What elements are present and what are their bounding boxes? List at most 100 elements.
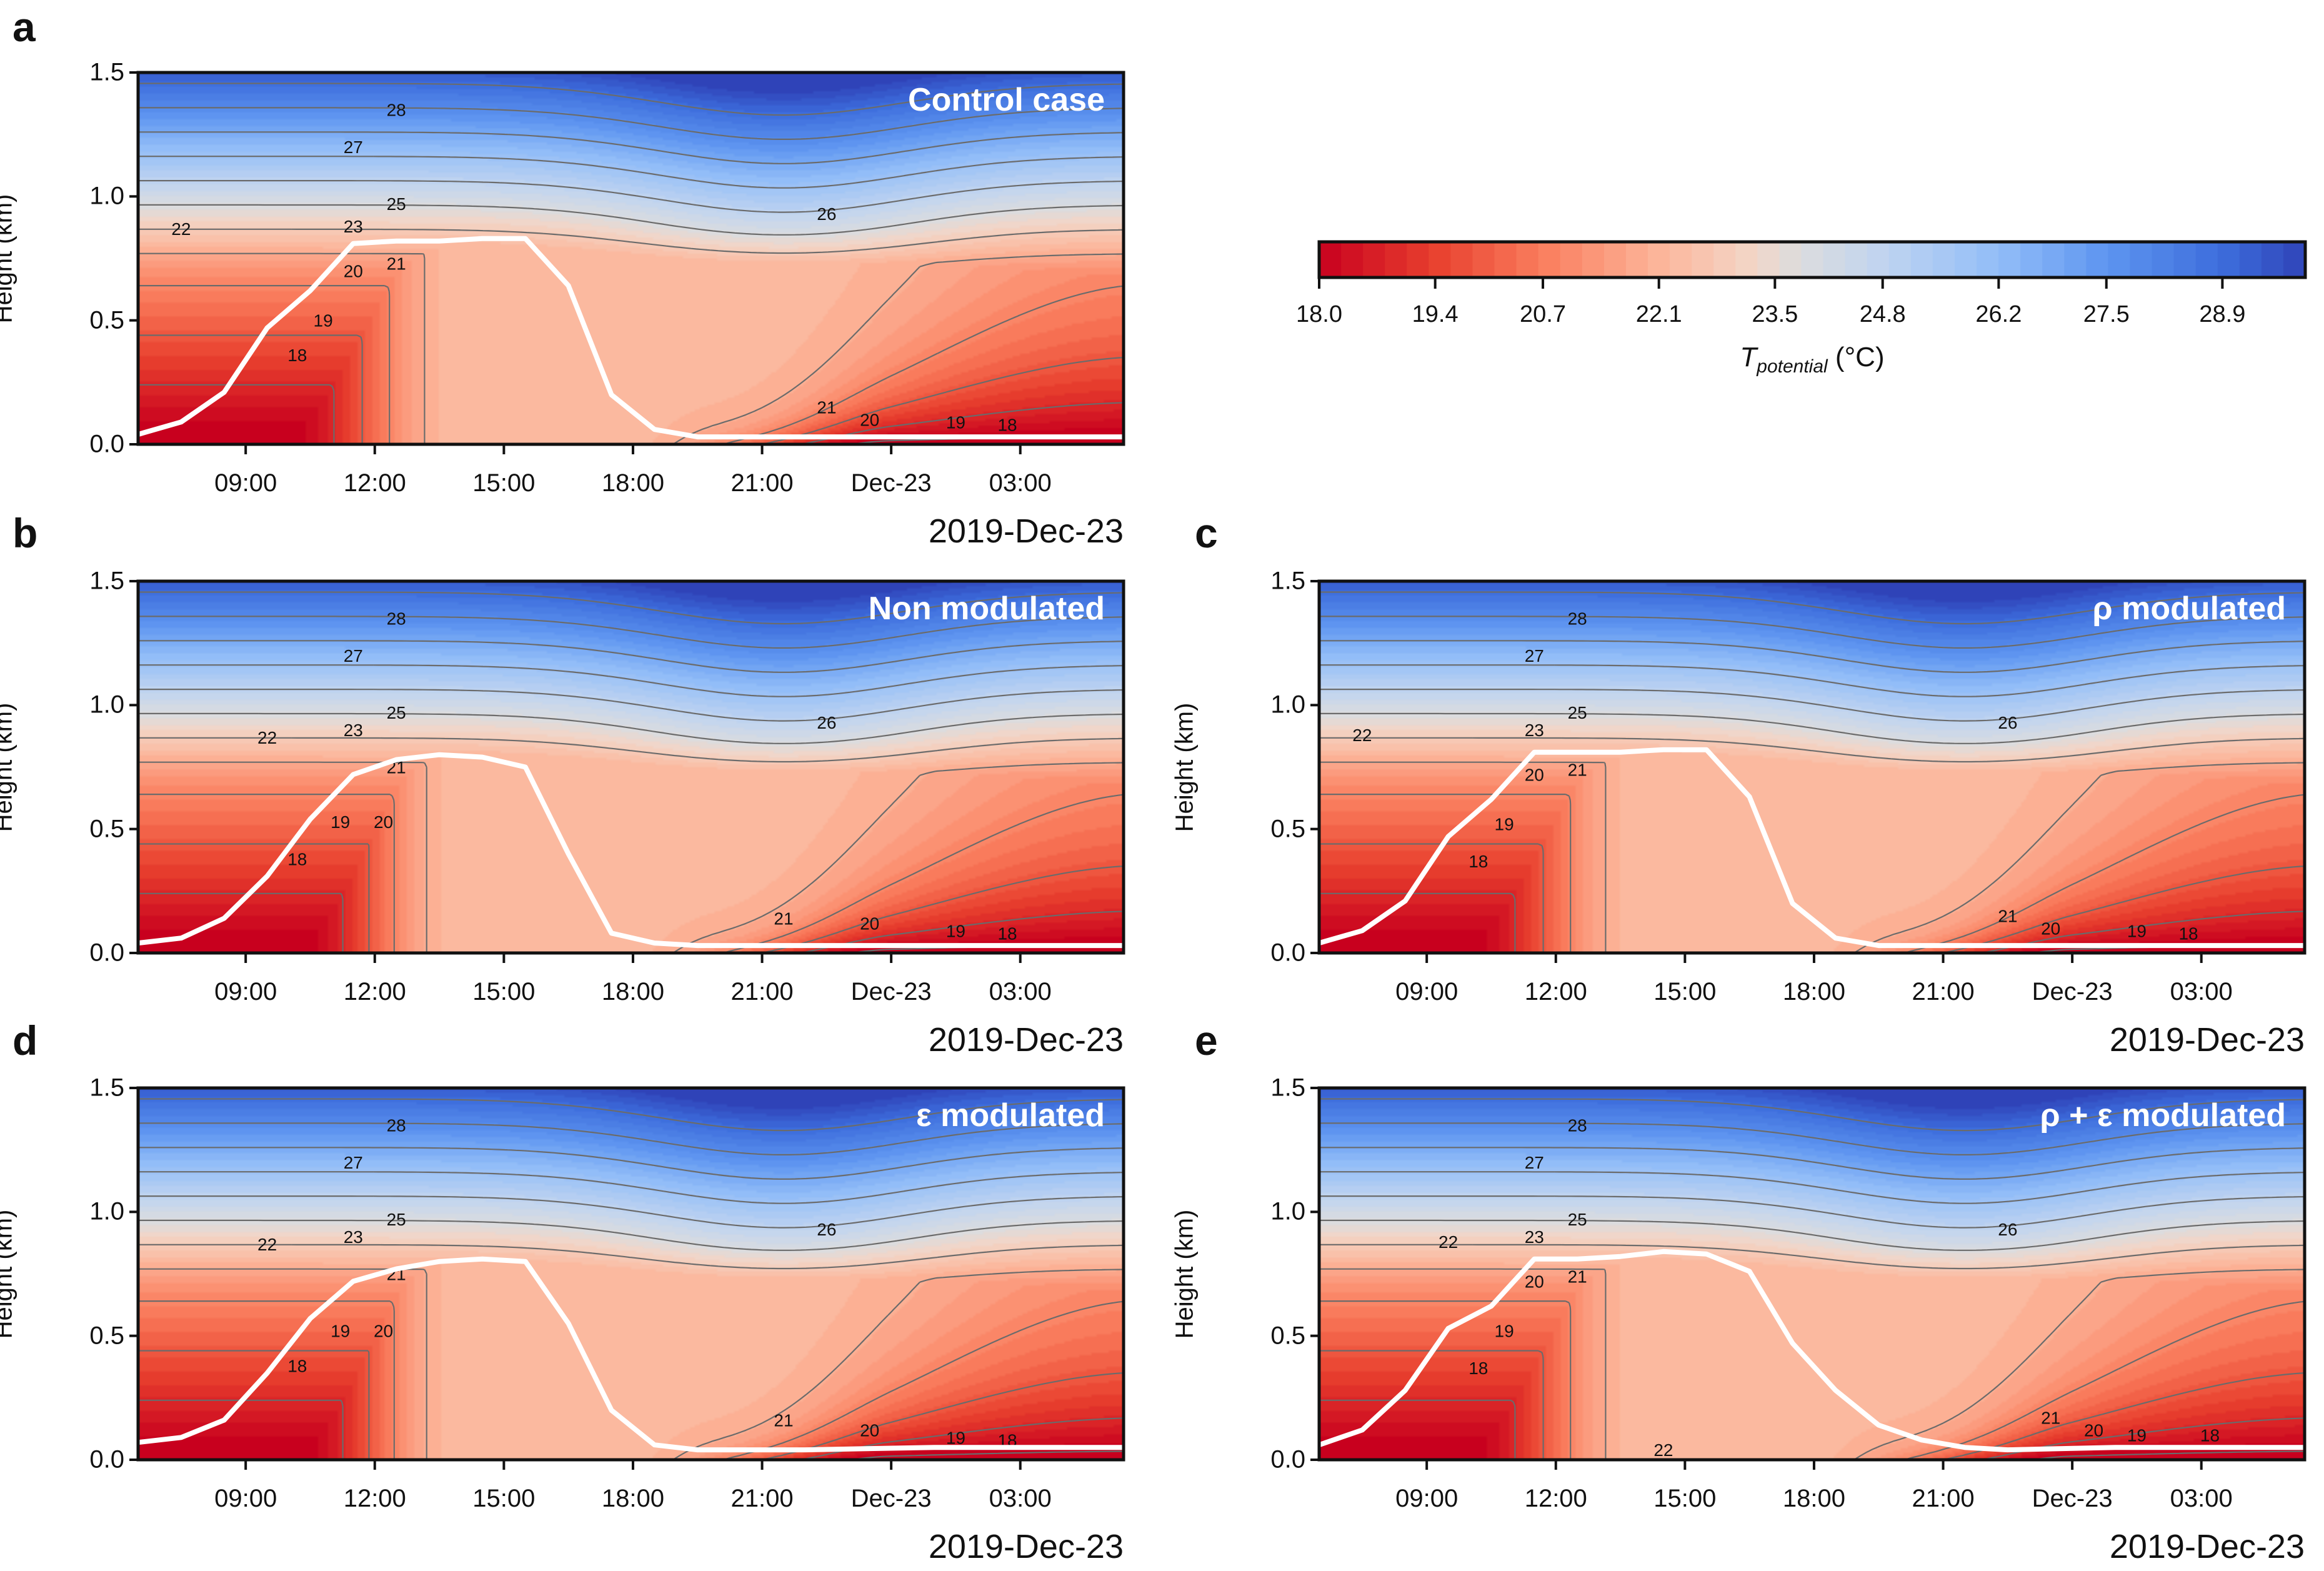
contour-label: 18 [1469,1359,1488,1378]
contour-25 [138,180,1124,213]
colorbar-step [1692,242,1714,277]
contour-label: 19 [2127,921,2147,940]
contour-label: 28 [1568,1116,1587,1135]
y-tick-label: 1.0 [89,182,124,210]
colorbar-svg [1317,240,2307,289]
contour-label: 25 [1568,703,1587,722]
x-tick-label: 18:00 [601,469,664,497]
colorbar-step [2173,242,2197,277]
x-tick-label: 09:00 [214,978,277,1005]
date-label: 2019-Dec-23 [928,1021,1124,1059]
y-axis-label: Height (km) [0,194,17,323]
boundary-layer-height-line [137,1256,1124,1453]
colorbar-step [1341,242,1364,277]
colorbar-label-unit: (°C) [1827,342,1885,372]
boundary-layer-height-line [137,236,1124,440]
colorbar-step [1538,242,1561,277]
contour-label: 28 [1568,609,1587,629]
colorbar-step [2195,242,2218,277]
colorbar-step [1560,242,1583,277]
contour-29 [138,591,1124,625]
y-axis-label: Height (km) [0,1209,17,1339]
contour-26 [138,1171,1124,1204]
colorbar-step [1407,242,1429,277]
colorbar-tick-label: 27.5 [2083,301,2130,327]
date-label: 2019-Dec-23 [2109,1021,2305,1059]
colorbar-tick-label: 18.0 [1296,301,1342,327]
contour-27 [138,640,1124,673]
y-tick-label: 1.0 [1270,691,1305,719]
contour-26 [1319,664,2305,697]
colorbar-step [1472,242,1495,277]
contour-label: 23 [344,1227,363,1247]
contour-label: 18 [287,1356,307,1375]
colorbar-step [1516,242,1539,277]
y-tick-label: 1.0 [1270,1197,1305,1225]
y-tick-label: 0.0 [89,939,124,967]
colorbar-step [1625,242,1648,277]
panel-e: 28 27 25 23 22 20 21 19 18 26 22 21 20 19 18 ρ + ε modu… [1171,1074,2307,1565]
contour-label: 23 [344,721,363,740]
panel-b: 28 27 25 23 22 21 20 19 18 26 21 20 19 18 Non modulate… [0,567,1125,1059]
contour-23 [1319,1244,2305,1270]
contour-label: 21 [774,1411,793,1430]
contour-label: 18 [997,415,1017,434]
colorbar-label-sub: potential [1757,356,1828,377]
contour-27 [1319,640,2305,673]
panel-letter: d [12,1017,38,1064]
x-tick-label: Dec-23 [850,978,932,1005]
axes-frame [1317,579,2307,955]
contour-27 [138,131,1124,164]
contour-24 [138,712,1124,744]
contour-28 [138,1122,1124,1155]
contour-29 [1319,591,2305,625]
panel-title: ρ modulated [2092,591,2286,627]
y-axis-label: Height (km) [0,702,17,832]
x-tick-label: 03:00 [989,469,1052,497]
y-tick-label: 0.5 [89,815,124,843]
contour-label: 20 [860,410,879,429]
y-axis-label: Height (km) [1170,1209,1199,1339]
panel-overlay: 28 27 25 23 22 20 21 19 18 26 21 20 19 18 [1310,579,2307,963]
contour-23 [138,1244,1124,1270]
colorbar-step [1670,242,1692,277]
contour-25 [138,689,1124,722]
contour-22 [138,1268,1124,1460]
panel-letter: b [12,510,38,556]
colorbar-step [1603,242,1627,277]
colorbar-step [1932,242,1955,277]
x-tick-label: Dec-23 [2032,1485,2113,1512]
y-tick-label: 0.0 [1270,939,1305,967]
axes-frame [136,1086,1125,1462]
x-tick-label: Dec-23 [850,1485,932,1512]
contour-22 [1319,1268,2305,1460]
colorbar-step [1910,242,1933,277]
contour-label: 23 [1525,721,1544,740]
x-tick-label: Dec-23 [2032,978,2113,1005]
contour-28 [1319,616,2305,649]
x-tick-label: 09:00 [1395,1485,1459,1512]
panel-letter: c [1195,510,1218,556]
contour-label: 27 [344,137,363,157]
contour-24 [138,204,1124,236]
panel-title: Control case [908,82,1105,118]
date-label: 2019-Dec-23 [928,512,1124,550]
contour-label: 20 [860,914,879,933]
contour-label: 27 [344,1153,363,1172]
y-tick-label: 0.0 [89,1445,124,1474]
contour-29 [138,1098,1124,1132]
contour-19 [1319,1399,2305,1461]
contour-label: 19 [946,921,965,940]
panel-a: 28 27 25 23 22 20 21 19 18 26 21 20 19 18 Control case… [0,59,1125,550]
colorbar-step [2130,242,2153,277]
contour-label: 20 [374,812,393,832]
contour-label: 18 [287,346,307,365]
contour-label: 26 [817,204,836,224]
contour-label: 21 [1568,1267,1587,1286]
colorbar-tick-label: 28.9 [2199,301,2246,327]
colorbar-step [1998,242,2021,277]
contour-label: 22 [1352,726,1372,745]
contour-label: 18 [997,924,1017,943]
